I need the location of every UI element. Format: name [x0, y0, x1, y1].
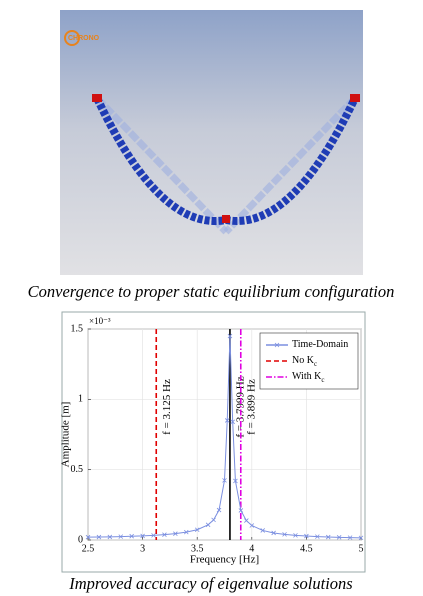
- caption: Improved accuracy of eigenvalue solution…: [68, 574, 352, 593]
- legend-label: No Kc: [292, 355, 317, 367]
- legend-label: Time-Domain: [292, 339, 348, 350]
- x-tick-label: 4.5: [300, 543, 313, 554]
- y-axis-label: Amplitude [m]: [60, 402, 72, 468]
- y-tick-label: 0.5: [71, 464, 84, 475]
- x-tick-label: 3: [140, 543, 145, 554]
- x-tick-label: 2.5: [82, 543, 95, 554]
- reference-label: f = 3.125 Hz: [161, 379, 173, 435]
- y-tick-label: 1.5: [71, 323, 84, 334]
- caption: Convergence to proper static equilibrium…: [28, 282, 395, 301]
- legend-subscript: c: [321, 376, 324, 384]
- legend-label: With Kc: [292, 371, 324, 383]
- logo: CHRONO: [68, 35, 100, 42]
- legend-name: No K: [292, 355, 315, 366]
- y-multiplier: ×10⁻³: [89, 316, 111, 326]
- reference-label: f = 3.899 Hz: [245, 379, 257, 435]
- x-axis-label: Frequency [Hz]: [190, 554, 259, 566]
- legend-name: Time-Domain: [292, 339, 348, 350]
- x-tick-label: 5: [359, 543, 364, 554]
- legend-name: With K: [292, 371, 322, 382]
- figure: CHRONO Convergence to proper static equi…: [0, 0, 423, 596]
- y-tick-label: 1: [78, 394, 83, 405]
- y-tick-label: 0: [78, 534, 83, 545]
- simulation-image: CHRONO: [60, 10, 363, 275]
- legend-subscript: c: [314, 360, 317, 368]
